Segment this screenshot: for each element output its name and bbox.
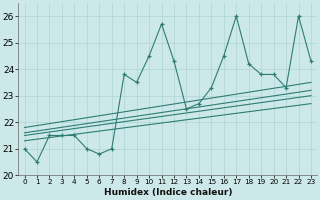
X-axis label: Humidex (Indice chaleur): Humidex (Indice chaleur): [104, 188, 232, 197]
